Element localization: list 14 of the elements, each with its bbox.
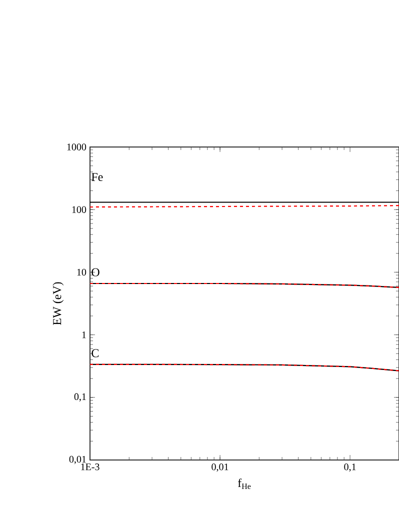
x-tick-label: 1E-3 — [81, 464, 100, 470]
annotation: C — [92, 349, 99, 358]
x-tick-label: 0,1 — [344, 464, 356, 472]
y-tick-label: 0,01 — [69, 456, 86, 464]
y-tick-label: 100 — [72, 206, 86, 213]
x-axis-title: f$_{He}$ — [238, 478, 251, 489]
annotation: O — [92, 268, 100, 276]
x-tick-label: 0,01 — [212, 464, 228, 472]
y-axis-title: EW (eV) — [52, 282, 64, 325]
y-tick-label: 1 — [82, 331, 86, 338]
y-tick-label: 0,1 — [74, 393, 86, 402]
y-tick-label: 1000 — [67, 144, 86, 150]
annotation: Fe — [92, 173, 103, 182]
y-tick-label: 10 — [77, 268, 86, 276]
